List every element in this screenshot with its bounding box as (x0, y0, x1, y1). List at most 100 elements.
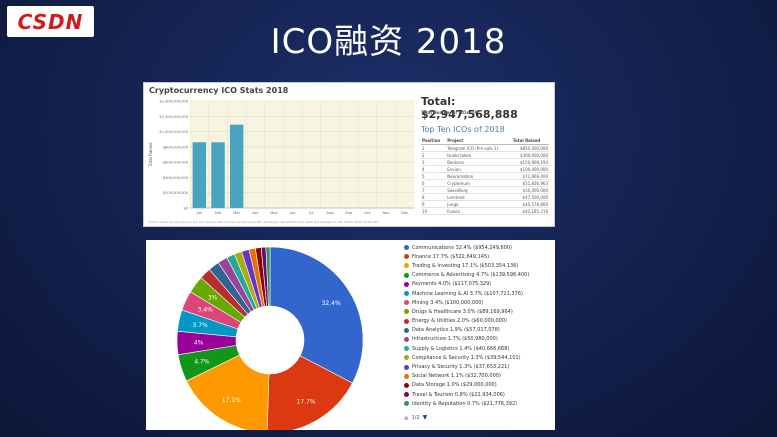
y-tick-label: $800,000,000 (163, 145, 189, 149)
bar-mar (229, 124, 244, 208)
legend-label: Identity & Reputation 0.7% ($21,776,392) (412, 400, 518, 407)
y-tick-label: $400,000,000 (163, 176, 189, 180)
x-tick-label: Aug (326, 211, 333, 215)
bar-chart-title: Cryptocurrency ICO Stats 2018 (149, 86, 289, 95)
top-ten-body: 1 Telegram ICO (Pre-sale 1) $850,000,000 2 H… (421, 144, 549, 215)
legend-item[interactable]: Data Analytics 1.9% ($57,017,078) (404, 326, 554, 335)
pager-next-icon[interactable]: ▼ (422, 414, 428, 421)
legend-label: Data Analytics 1.9% ($57,017,078) (412, 327, 500, 334)
category-panel: 32.4% 17.7% 17.1% 4.7% 4% 3.7% 3.4% 3% Communic… (146, 240, 555, 430)
slice-label: 32.4% (322, 300, 341, 307)
slice-label: 3.4% (198, 307, 214, 314)
legend-item[interactable]: Drugs & Healthcare 3.0% ($89,169,964) (404, 307, 554, 316)
col-raised: Total Raised (511, 137, 549, 145)
table-row: 4 Envion $100,000,000 (421, 165, 549, 173)
legend-swatch (404, 300, 409, 306)
row-position: 5 (421, 172, 447, 180)
legend-item[interactable]: Communications 32.4% ($954,249,600) (404, 243, 554, 252)
legend-swatch (404, 355, 409, 361)
y-tick-label: $0 (183, 207, 188, 211)
legend-item[interactable]: Trading & Investing 17.1% ($503,354,136) (404, 261, 554, 270)
donut-legend: Communications 32.4% ($954,249,600) Finan… (404, 243, 554, 408)
x-tick-label: Jun (289, 211, 296, 215)
x-tick-label: Apr (252, 211, 259, 215)
legend-label: Infrastructure 1.7% ($50,980,000) (412, 336, 498, 343)
legend-pager: ▲ 1/2 ▼ (404, 414, 427, 421)
row-position: 9 (421, 200, 447, 208)
x-tick-label: Oct (364, 211, 371, 215)
legend-item[interactable]: Machine Learning & AI 3.7% ($107,721,376… (404, 289, 554, 298)
table-row: 10 Fusion $42,185,216 (421, 207, 549, 215)
legend-swatch (404, 318, 409, 324)
row-position: 1 (421, 144, 447, 152)
legend-item[interactable]: Travel & Tourism 0.8% ($22,934,006) (404, 390, 554, 399)
legend-item[interactable]: Supply & Logistics 1.4% ($40,666,668) (404, 344, 554, 353)
legend-item[interactable]: Data Storage 1.0% ($29,000,000) (404, 381, 554, 390)
row-position: 7 (421, 186, 447, 194)
legend-item[interactable]: Compliance & Security 1.3% ($39,544,101) (404, 353, 554, 362)
x-tick-label: Sep (345, 211, 352, 215)
row-position: 6 (421, 179, 447, 187)
logo-text: CSDN (17, 9, 84, 34)
legend-swatch (404, 373, 409, 379)
y-tick-label: $1,400,000,000 (159, 100, 188, 104)
slice-17[interactable] (265, 246, 271, 307)
col-project: Project (446, 137, 512, 145)
table-row: 6 Crypterium $51,836,963 (421, 179, 549, 187)
legend-item[interactable]: Energy & Utilities 2.0% ($60,000,000) (404, 317, 554, 326)
legend-label: Energy & Utilities 2.0% ($60,000,000) (412, 318, 507, 325)
table-row: 3 Bankera $150,969,194 (421, 158, 549, 166)
bar-jan (192, 142, 207, 208)
x-tick-label: Feb (215, 211, 222, 215)
top-ten-title: Top Ten ICOs of 2018 (421, 125, 505, 134)
row-raised: $50,000,000 (511, 186, 549, 194)
table-row: 5 Neuromation $71,669,400 (421, 172, 549, 180)
legend-label: Machine Learning & AI 3.7% ($107,721,376… (412, 290, 523, 297)
legend-swatch (404, 382, 409, 388)
slice-label: 4.7% (194, 359, 210, 366)
row-project: Bankera (446, 158, 512, 166)
row-project: SwissBorg (446, 186, 512, 194)
donut-chart: 32.4% 17.7% 17.1% 4.7% 4% 3.7% 3.4% 3% (176, 246, 364, 430)
legend-swatch (404, 245, 409, 251)
legend-label: Privacy & Security 1.3% ($37,653,221) (412, 364, 510, 371)
slice-2[interactable] (186, 354, 270, 430)
row-project: Lendroid (446, 193, 512, 201)
row-raised: $51,836,963 (511, 179, 549, 187)
legend-item[interactable]: Social Network 1.1% ($32,700,000) (404, 372, 554, 381)
legend-item[interactable]: Commerce & Advertising 4.7% ($139,598,40… (404, 271, 554, 280)
bar-chart-footnote: Funds raised are grouped by the ICO clos… (149, 220, 379, 224)
slice-1[interactable] (266, 355, 353, 430)
row-raised: $71,669,400 (511, 172, 549, 180)
legend-item[interactable]: Finance 17.7% ($522,649,145) (404, 252, 554, 261)
row-raised: $45,578,800 (511, 200, 549, 208)
row-position: 8 (421, 193, 447, 201)
legend-label: Communications 32.4% ($954,249,600) (412, 244, 512, 251)
table-row: 9 Jungo $45,578,800 (421, 200, 549, 208)
legend-item[interactable]: Payments 4.0% ($117,075,329) (404, 280, 554, 289)
row-raised: $300,000,000 (511, 151, 549, 159)
pager-page: 1/2 (411, 414, 420, 421)
slice-label: 3% (208, 294, 218, 301)
row-position: 4 (421, 165, 447, 173)
row-position: 2 (421, 151, 447, 159)
legend-label: Commerce & Advertising 4.7% ($139,598,40… (412, 272, 530, 279)
legend-item[interactable]: Privacy & Security 1.3% ($37,653,221) (404, 362, 554, 371)
slice-0[interactable] (269, 246, 364, 384)
table-row: 2 Huobi token $300,000,000 (421, 151, 549, 159)
legend-item[interactable]: Identity & Reputation 0.7% ($21,776,392) (404, 399, 554, 408)
row-project: Huobi token (446, 151, 512, 159)
x-tick-label: Jul (308, 211, 313, 215)
legend-swatch (404, 336, 409, 342)
legend-item[interactable]: Infrastructure 1.7% ($50,980,000) (404, 335, 554, 344)
legend-item[interactable]: Mining 3.4% ($100,000,000) (404, 298, 554, 307)
total-count: Total Number of ICOs: 78 (421, 110, 478, 115)
legend-swatch (404, 272, 409, 278)
legend-label: Supply & Logistics 1.4% ($40,666,668) (412, 345, 510, 352)
legend-swatch (404, 309, 409, 315)
slice-label: 17.7% (297, 399, 316, 406)
legend-swatch (404, 401, 409, 407)
pager-prev-icon[interactable]: ▲ (404, 414, 409, 421)
ico-stats-panel: Cryptocurrency ICO Stats 2018 $0 $200,000… (143, 82, 555, 227)
slice-label: 4% (194, 339, 204, 346)
